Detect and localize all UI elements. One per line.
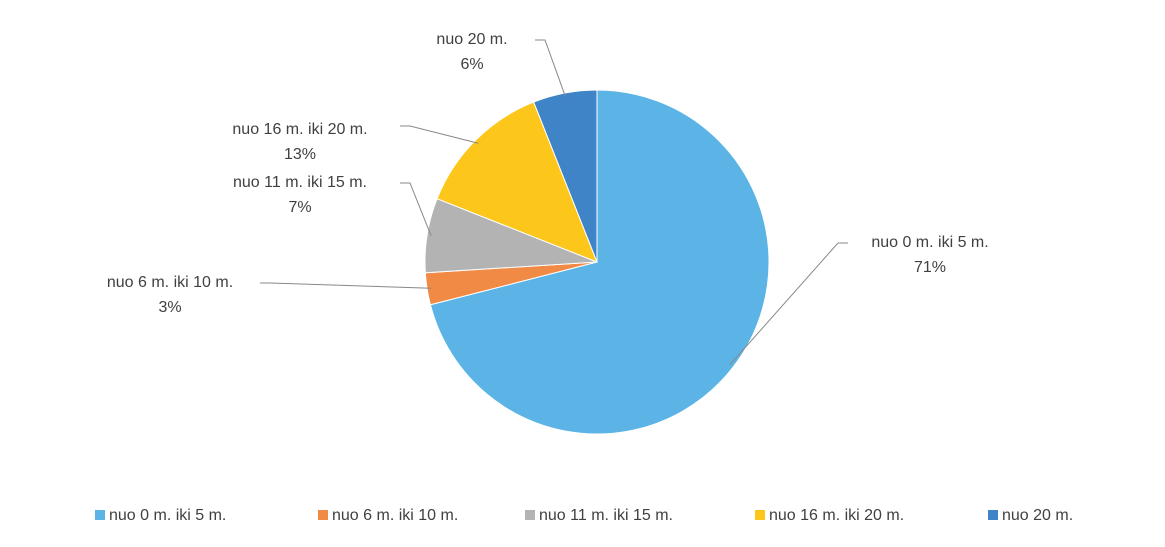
data-label-value: 71% xyxy=(914,259,946,276)
data-label-value: 6% xyxy=(460,56,483,73)
data-label-value: 3% xyxy=(158,299,181,316)
legend-swatch xyxy=(318,510,328,520)
legend-swatch xyxy=(525,510,535,520)
data-label-value: 13% xyxy=(284,146,316,163)
data-label-category: nuo 20 m. xyxy=(436,31,507,48)
data-label-category: nuo 16 m. iki 20 m. xyxy=(232,121,367,138)
pie-slice xyxy=(429,89,770,435)
legend-label: nuo 20 m. xyxy=(1002,507,1073,524)
legend-label: nuo 16 m. iki 20 m. xyxy=(769,507,904,524)
legend-swatch xyxy=(95,510,105,520)
legend-label: nuo 11 m. iki 15 m. xyxy=(539,507,673,524)
legend-swatch xyxy=(988,510,998,520)
legend-label: nuo 0 m. iki 5 m. xyxy=(109,507,226,524)
pie-slice xyxy=(436,101,598,263)
leader-line xyxy=(729,242,848,366)
data-label-category: nuo 11 m. iki 15 m. xyxy=(233,174,367,191)
pie-slice xyxy=(533,89,598,263)
leader-line xyxy=(260,282,432,289)
legend-label: nuo 6 m. iki 10 m. xyxy=(332,507,458,524)
leader-line xyxy=(535,39,566,98)
data-label-category: nuo 6 m. iki 10 m. xyxy=(107,274,233,291)
legend-swatch xyxy=(755,510,765,520)
data-label-value: 7% xyxy=(288,199,311,216)
data-label-category: nuo 0 m. iki 5 m. xyxy=(871,234,988,251)
leader-line xyxy=(400,125,479,144)
leader-line xyxy=(400,182,432,236)
